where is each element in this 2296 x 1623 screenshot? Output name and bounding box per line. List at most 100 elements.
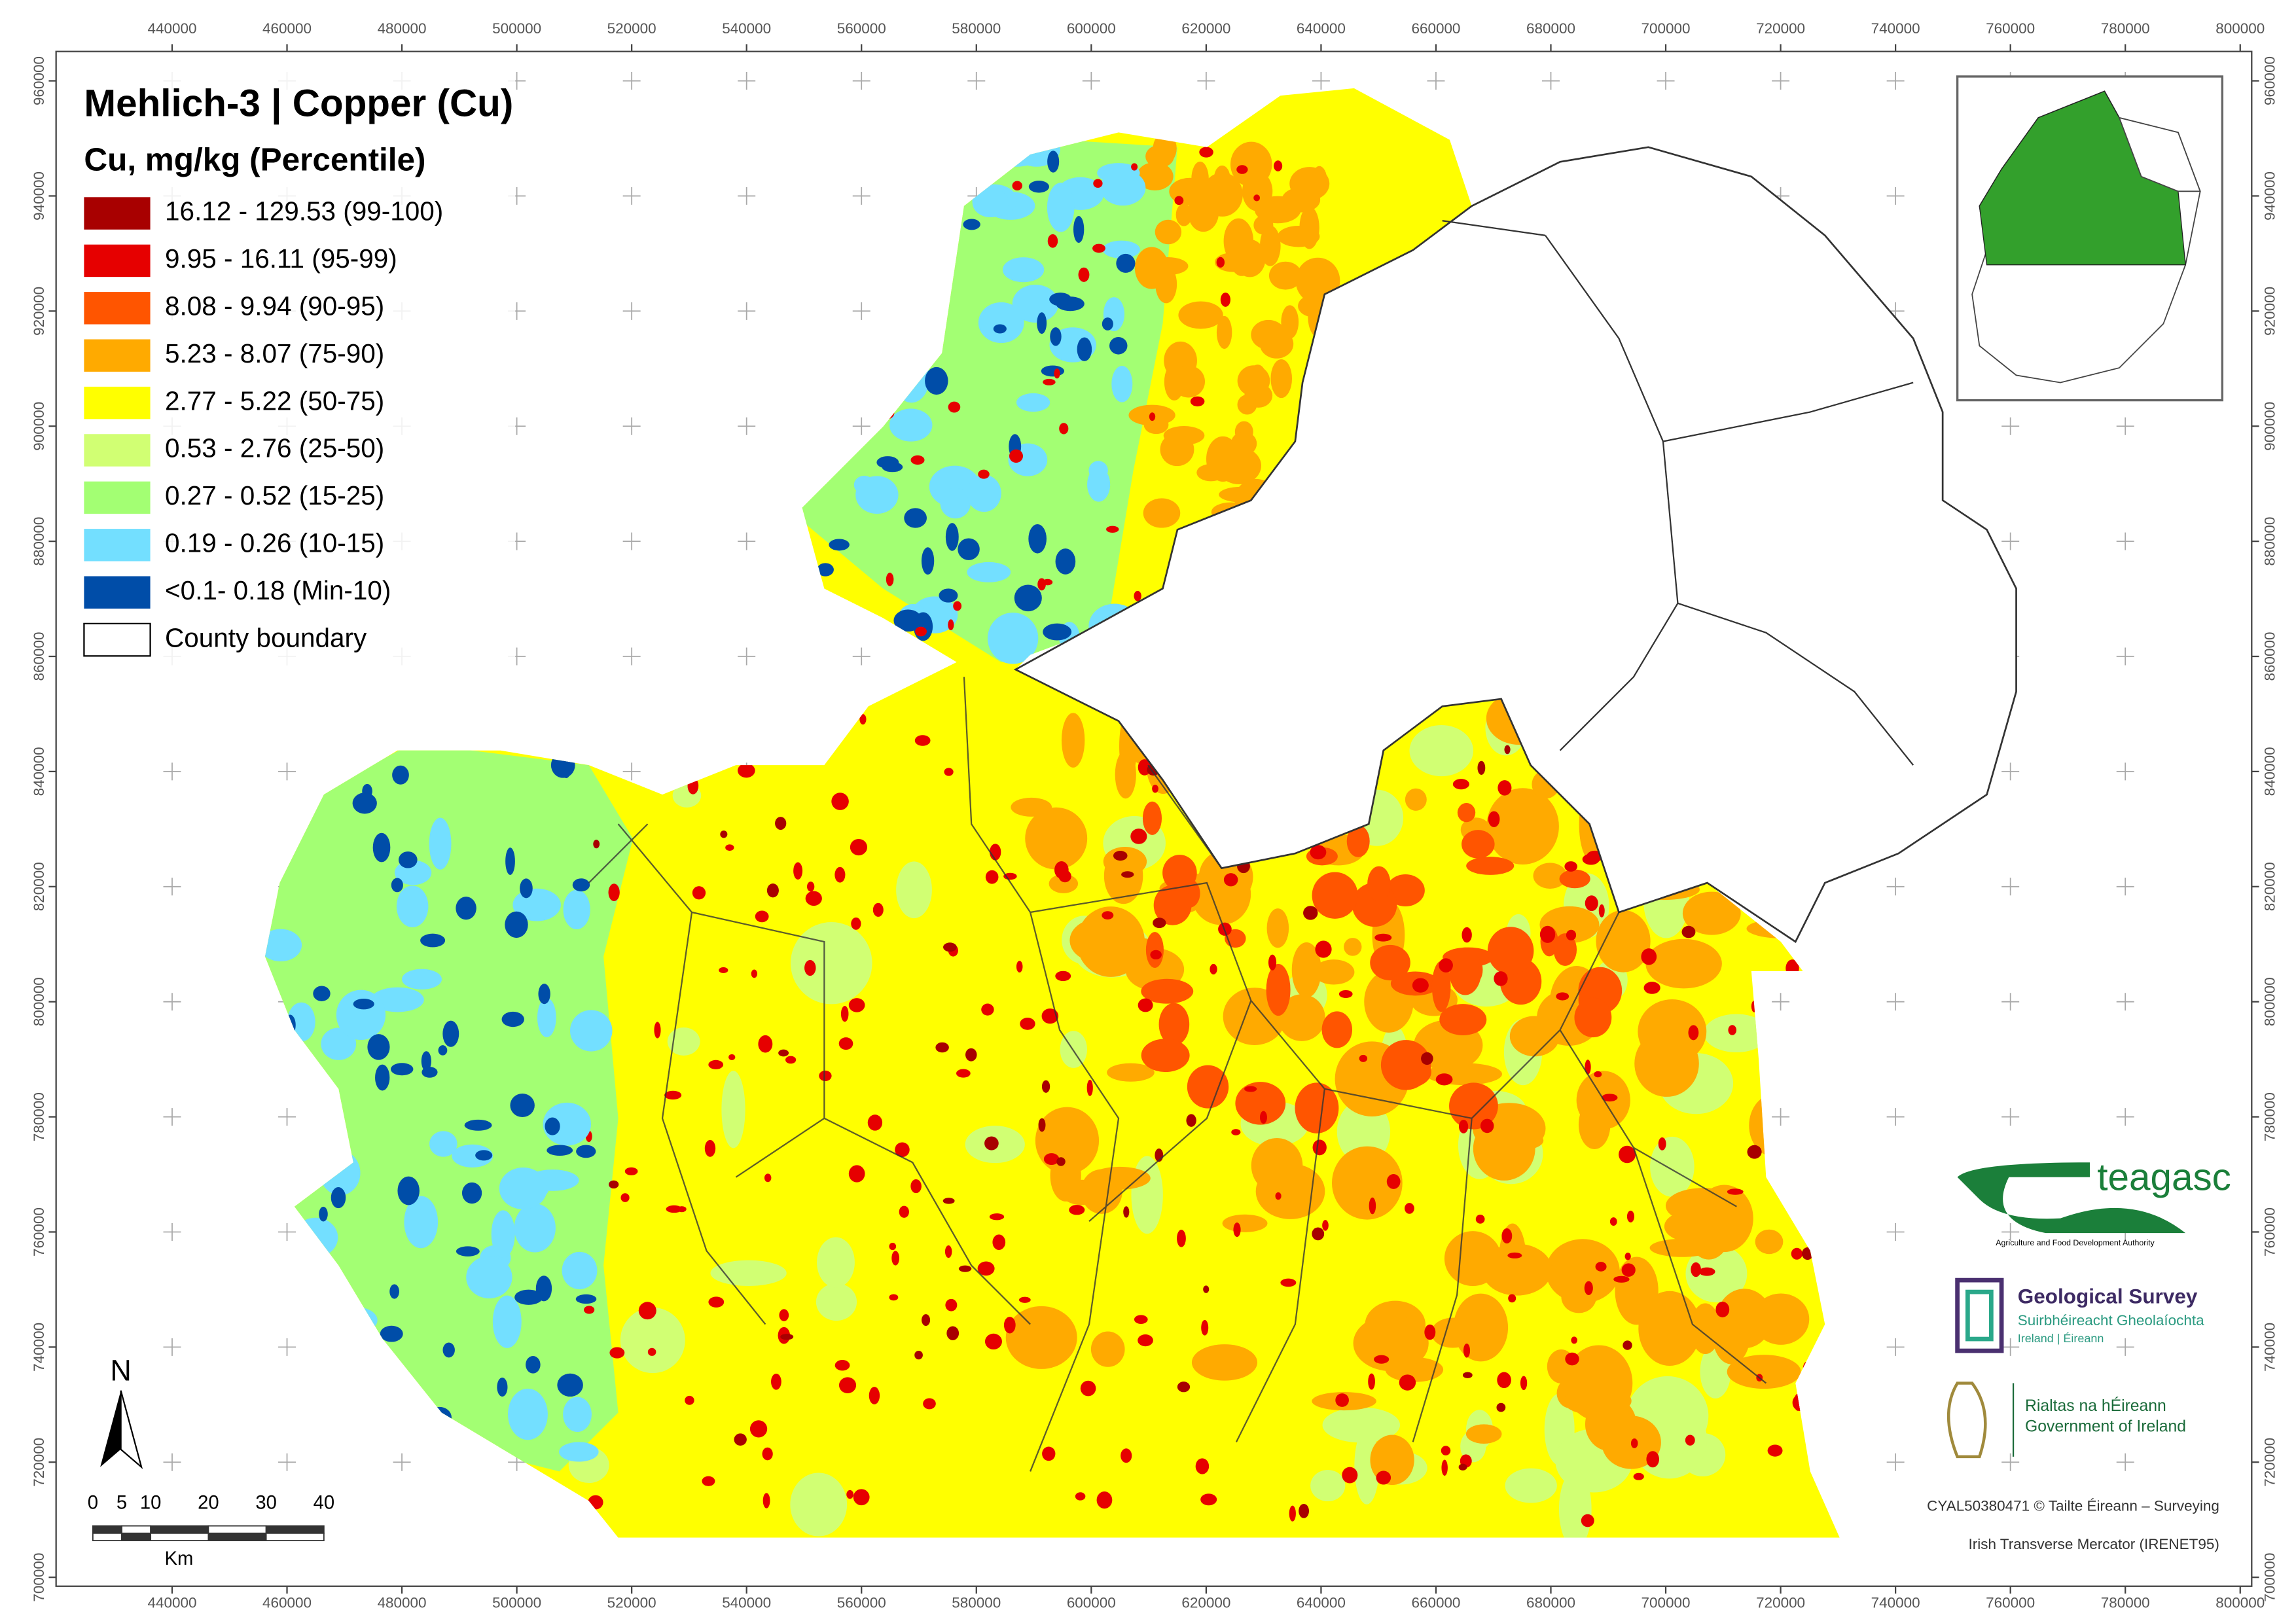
teagasc-subtitle: Agriculture and Food Development Authori… (1996, 1238, 2155, 1247)
graticule-cross (2116, 762, 2134, 781)
pattern-blob (972, 188, 1009, 218)
pattern-blob (948, 401, 961, 413)
pattern-blob (1507, 1252, 1522, 1258)
graticule-cross (163, 993, 181, 1011)
graticule-cross (278, 1108, 296, 1126)
inset-map (1956, 75, 2224, 402)
pattern-blob (1353, 1315, 1429, 1372)
pattern-blob (1009, 449, 1023, 463)
pattern-blob (886, 573, 894, 586)
pattern-blob (638, 1302, 656, 1320)
pattern-blob (1090, 1331, 1125, 1367)
pattern-blob (559, 1442, 599, 1462)
graticule-cross (2116, 993, 2134, 1011)
pattern-blob (1409, 725, 1474, 777)
pattern-blob (1712, 1306, 1750, 1364)
pattern-blob (1143, 498, 1181, 528)
graticule-cross (738, 187, 756, 205)
pattern-blob (501, 1011, 524, 1027)
pattern-blob (1158, 1003, 1190, 1046)
pattern-blob (1235, 1082, 1286, 1125)
pattern-blob (1767, 1444, 1783, 1457)
pattern-blob (1299, 206, 1319, 249)
x-tick-label: 780000 (2101, 20, 2150, 37)
pattern-blob (790, 1472, 848, 1537)
pattern-blob (1069, 919, 1124, 962)
pattern-blob (1077, 337, 1092, 361)
pattern-blob (1338, 990, 1353, 998)
pattern-blob (1499, 1131, 1544, 1150)
pattern-blob (751, 969, 758, 978)
pattern-blob (963, 219, 980, 230)
pattern-blob (692, 886, 706, 900)
graticule-cross (852, 302, 870, 320)
pattern-blob (1177, 1382, 1191, 1393)
pattern-blob (313, 986, 331, 1001)
pattern-blob (785, 1056, 797, 1064)
pattern-blob (1556, 992, 1570, 1001)
x-tick-label: 540000 (722, 20, 771, 37)
pattern-blob (1213, 165, 1230, 192)
pattern-blob (1405, 788, 1427, 811)
pattern-blob (990, 844, 1001, 861)
pattern-blob (710, 1260, 787, 1286)
y-tick-label: 880000 (31, 517, 47, 566)
pattern-blob (804, 959, 816, 976)
pattern-blob (1116, 253, 1136, 273)
pattern-blob (981, 1003, 994, 1016)
pattern-blob (940, 488, 971, 519)
pattern-blob (1685, 1435, 1695, 1446)
pattern-blob (667, 1027, 700, 1056)
pattern-blob (1200, 1493, 1217, 1506)
pattern-blob (1237, 365, 1270, 397)
pattern-blob (755, 910, 769, 923)
pattern-blob (1016, 393, 1050, 412)
graticule-cross (2001, 1108, 2020, 1126)
pattern-blob (1466, 857, 1515, 875)
pattern-blob (891, 1251, 900, 1266)
pattern-blob (1582, 853, 1600, 865)
pattern-blob (1564, 861, 1577, 872)
pattern-blob (1145, 145, 1174, 168)
graticule-cross (2116, 1108, 2134, 1126)
pattern-blob (1142, 801, 1162, 835)
gsi-title: Geological Survey (2018, 1285, 2198, 1308)
gsi-emblem (1955, 1277, 2004, 1353)
graticule-cross (278, 762, 296, 781)
pattern-blob (702, 1476, 715, 1486)
pattern-blob (831, 793, 849, 810)
pattern-blob (1685, 1245, 1748, 1303)
pattern-blob (1134, 1315, 1148, 1325)
legend-swatch (83, 622, 151, 657)
pattern-blob (1584, 1281, 1593, 1295)
pattern-blob (1571, 1336, 1577, 1344)
pattern-blob (819, 1070, 832, 1081)
pattern-blob (1374, 933, 1392, 942)
y-tick-label: 760000 (31, 1207, 47, 1257)
pattern-blob (1449, 1082, 1498, 1130)
pattern-blob (1220, 293, 1230, 307)
x-tick-label: 740000 (1871, 20, 1920, 37)
pattern-blob (1791, 1247, 1803, 1260)
x-tick-label: 600000 (1067, 1595, 1116, 1611)
pattern-blob (685, 1395, 694, 1405)
pattern-blob (1643, 982, 1660, 994)
pattern-blob (375, 1064, 390, 1091)
pattern-blob (984, 1333, 1002, 1350)
x-tick-label: 540000 (722, 1595, 771, 1611)
x-tick-label: 440000 (147, 1595, 196, 1611)
pattern-blob (1005, 1306, 1077, 1369)
pattern-blob (537, 997, 556, 1037)
pattern-blob (1268, 261, 1302, 290)
pattern-blob (1152, 785, 1158, 793)
x-tick-label: 620000 (1181, 20, 1230, 37)
pattern-blob (762, 1447, 773, 1461)
gsi-sub: Ireland | Éireann (2018, 1332, 2104, 1345)
pattern-blob (1303, 906, 1318, 920)
x-tick-label: 700000 (1641, 20, 1691, 37)
pattern-blob (807, 882, 815, 892)
graticule-cross (1197, 72, 1215, 90)
pattern-blob (1237, 395, 1257, 415)
pattern-blob (1558, 1470, 1592, 1538)
